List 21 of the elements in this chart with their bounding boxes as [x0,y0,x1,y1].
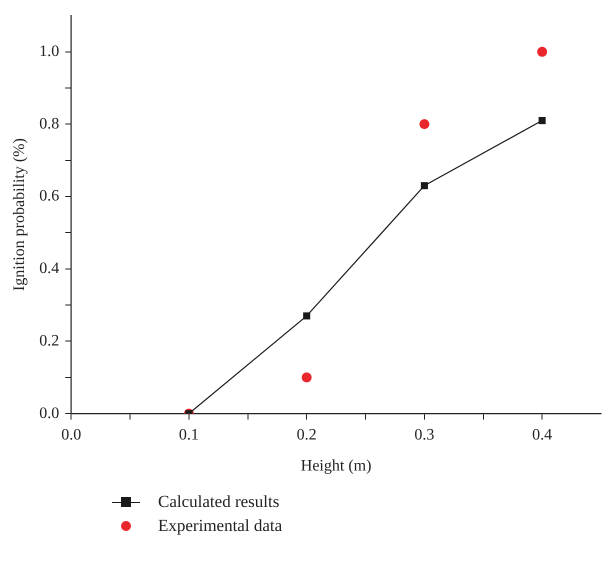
x-axis-title: Height (m) [300,458,372,475]
y-tick-label: 0.6 [39,188,60,205]
y-axis-title: Ignition probability (%) [10,138,28,292]
legend-label: Experimental data [158,516,282,536]
y-tick-label: 0.8 [39,115,60,132]
y-tick-label: 0.0 [39,404,60,422]
point [420,182,428,190]
y-tick-label: 1.0 [39,42,60,60]
point [303,312,310,320]
x-tick-label: 0.1 [178,426,199,444]
y-tick-label: 0.2 [39,332,60,350]
x-tick-label: 0.3 [414,426,434,444]
point [302,372,312,382]
y-tick-label: 0.4 [39,260,60,278]
point [419,119,430,130]
point [537,46,548,57]
x-tick-label: 0.4 [532,426,552,444]
legend-label: Calculated results [158,492,280,512]
x-tick-label: 0.2 [296,426,317,444]
point [538,116,546,124]
x-tick-label: 0.0 [61,426,82,444]
